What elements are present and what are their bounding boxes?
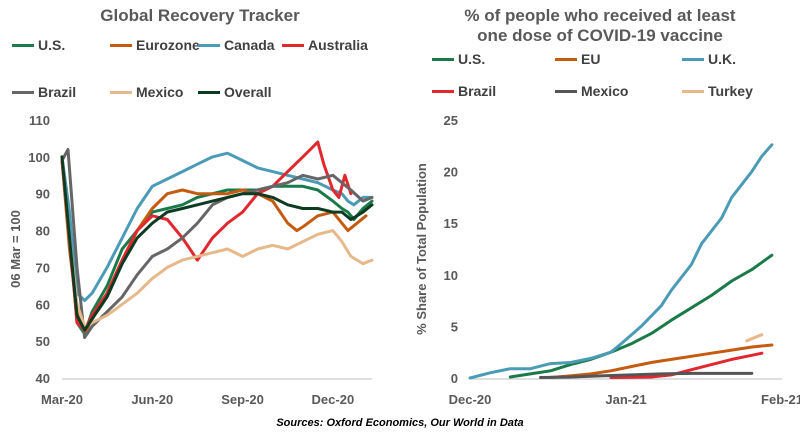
y-tick-label: 10 <box>444 268 458 283</box>
recovery-tracker-panel: Global Recovery Tracker U.S. Eurozone Cana… <box>0 0 400 412</box>
legend-item-mexico: Mexico <box>555 83 628 99</box>
series-line-overall <box>60 155 374 332</box>
y-tick-label: 60 <box>36 297 50 312</box>
x-tick-label: Jun-20 <box>131 392 173 407</box>
legend-label: U.S. <box>38 37 66 53</box>
y-tick-label: 110 <box>29 113 50 128</box>
series-line-turkey <box>745 333 764 343</box>
x-tick-label: Jan-21 <box>605 392 646 407</box>
series-line-u-k <box>468 143 774 380</box>
y-tick-label: 0 <box>451 371 458 386</box>
legend-label: Eurozone <box>136 37 200 53</box>
x-tick-label: Dec-20 <box>312 392 355 407</box>
series-line-canada <box>60 151 374 303</box>
y-tick-label: 5 <box>451 319 458 334</box>
legend-item-brazil: Brazil <box>12 84 76 100</box>
legend-swatch <box>682 89 704 93</box>
series-line-u-s <box>60 155 374 336</box>
y-tick-label: 40 <box>36 371 50 386</box>
legend-swatch <box>12 43 34 47</box>
legend-label: Canada <box>224 37 275 53</box>
x-tick-label: Dec-20 <box>449 392 492 407</box>
y-tick-label: 70 <box>36 260 50 275</box>
y-axis-label: % Share of Total Population <box>414 163 429 335</box>
legend-swatch <box>198 90 220 94</box>
chart-title: % of people who received at least one do… <box>400 6 800 46</box>
legend-swatch <box>682 57 704 61</box>
vaccine-share-plot: 0 5 10 15 20 25 Dec-20 Jan-21 Feb-21 % Share of T… <box>414 113 800 407</box>
legend-item-mexico: Mexico <box>110 84 183 100</box>
legend-item-u-k: U.K. <box>682 51 736 67</box>
legend-item-u-s: U.S. <box>432 51 485 67</box>
y-tick-label: 15 <box>444 216 458 231</box>
series-line-eu <box>549 343 774 379</box>
legend-item-eu: EU <box>555 51 600 67</box>
y-axis-label: 06 Mar = 100 <box>8 210 23 288</box>
legend-label: Mexico <box>136 84 184 100</box>
legend-label: Turkey <box>708 83 753 99</box>
legend-item-canada: Canada <box>198 37 275 53</box>
legend-swatch <box>555 89 577 93</box>
legend-label: Australia <box>308 37 368 53</box>
vaccine-share-panel: % of people who received at least one do… <box>400 0 800 412</box>
legend-item-u-s: U.S. <box>12 37 65 53</box>
legend-label: U.S. <box>458 51 486 67</box>
series-line-mexico <box>60 155 374 328</box>
legend-swatch <box>555 57 577 61</box>
legend-swatch <box>198 43 220 47</box>
legend-swatch <box>282 43 304 47</box>
chart-title-line-2: one dose of COVID-19 vaccine <box>477 26 723 45</box>
source-note: Sources: Oxford Economics, Our World in … <box>276 417 524 429</box>
y-tick-label: 100 <box>28 150 50 165</box>
chart-title-line-1: % of people who received at least <box>464 6 736 25</box>
y-tick-label: 25 <box>444 113 458 128</box>
legend-label: EU <box>581 51 601 67</box>
series-line-mexico <box>539 371 754 379</box>
x-tick-label: Sep-20 <box>221 392 264 407</box>
legend-label: U.K. <box>708 51 736 67</box>
y-tick-label: 90 <box>36 187 50 202</box>
legend-item-australia: Australia <box>282 37 368 53</box>
legend-swatch <box>432 57 454 61</box>
recovery-tracker-plot: 40 50 60 70 80 90 100 110 Mar-20 Jun-20 Sep-20 Dec-… <box>8 113 374 407</box>
x-tick-label: Mar-20 <box>41 392 83 407</box>
y-tick-label: 50 <box>36 334 50 349</box>
legend-item-overall: Overall <box>198 84 271 100</box>
series-line-australia <box>60 140 353 332</box>
series-line-u-s <box>508 253 774 379</box>
y-tick-label: 20 <box>444 165 458 180</box>
legend-swatch <box>110 90 132 94</box>
legend-label: Mexico <box>581 83 629 99</box>
y-tick-label: 80 <box>36 224 50 239</box>
legend-item-turkey: Turkey <box>682 83 753 99</box>
legend-item-eurozone: Eurozone <box>110 37 200 53</box>
x-tick-label: Feb-21 <box>761 392 800 407</box>
legend-swatch <box>110 43 132 47</box>
legend-swatch <box>432 89 454 93</box>
legend-label: Brazil <box>38 84 77 100</box>
legend-label: Overall <box>224 84 272 100</box>
series-line-brazil <box>60 148 374 339</box>
series-line-eurozone <box>60 159 368 336</box>
chart-title: Global Recovery Tracker <box>100 6 300 25</box>
legend-swatch <box>12 90 34 94</box>
legend-label: Brazil <box>458 83 497 99</box>
legend-item-brazil: Brazil <box>432 83 496 99</box>
series-line-brazil <box>609 351 764 379</box>
